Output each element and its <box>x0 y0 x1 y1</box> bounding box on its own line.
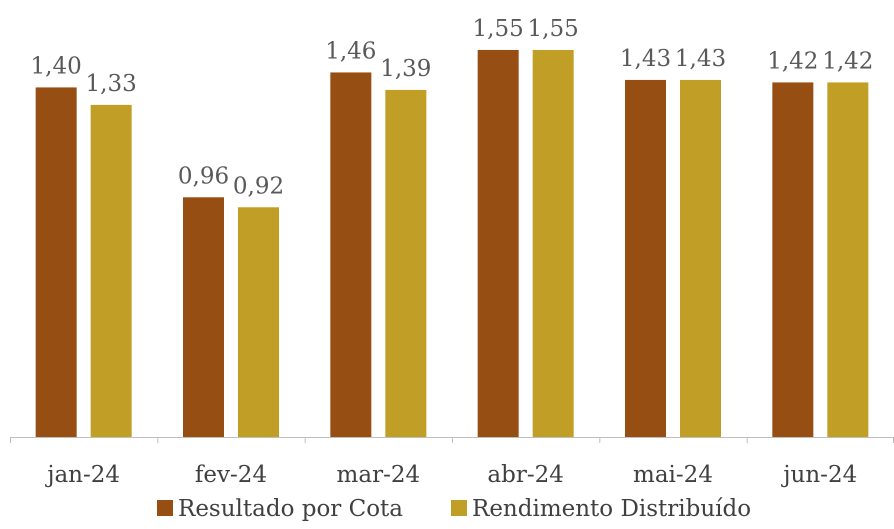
data-labels-group: 1,401,33 0,96 0,92 1,461,39 1,55 1,55 1,43 1,43… <box>31 16 874 199</box>
data-label: 1,39 <box>380 56 431 82</box>
legend-label: Resultado por Cota <box>178 496 403 522</box>
bar-resultado-por-cota <box>330 72 371 437</box>
legend-label: Rendimento Distribuído <box>472 496 751 522</box>
data-label: 1,33 <box>86 71 137 97</box>
data-label: 1,43 <box>620 46 671 72</box>
data-label: 1,42 <box>767 48 818 74</box>
x-axis: jan-24 fev-24 mar-24 abr-24 mai-24 jun-24 <box>10 437 894 488</box>
bar-rendimento-distribuido <box>91 105 132 437</box>
x-tick-label: jun-24 <box>780 462 857 488</box>
legend: Resultado por Cota Rendimento Distribuído <box>157 496 751 522</box>
data-label: 0,96 <box>178 163 229 189</box>
bar-rendimento-distribuido <box>827 82 868 437</box>
data-label: 1,42 <box>822 48 873 74</box>
x-tick-label: jan-24 <box>44 462 120 488</box>
data-label: 1,43 <box>675 46 726 72</box>
legend-swatch <box>451 500 467 516</box>
data-label: 1,55 <box>473 16 524 42</box>
data-label: 1,46 <box>325 38 376 64</box>
x-tick-label: mai-24 <box>633 462 713 488</box>
bar-rendimento-distribuido <box>238 207 279 437</box>
bar-resultado-por-cota <box>36 87 77 437</box>
bar-resultado-por-cota <box>183 197 224 437</box>
data-label: 1,55 <box>528 16 579 42</box>
bars-group <box>36 50 869 437</box>
bar-rendimento-distribuido <box>533 50 574 437</box>
bar-resultado-por-cota <box>625 80 666 437</box>
data-label: 0,92 <box>233 173 284 199</box>
x-tick-label: abr-24 <box>487 462 563 488</box>
x-tick-label: mar-24 <box>337 462 421 488</box>
legend-swatch <box>157 500 173 516</box>
bar-resultado-por-cota <box>772 82 813 437</box>
bar-rendimento-distribuido <box>680 80 721 437</box>
data-label: 1,40 <box>31 53 82 79</box>
x-tick-label: fev-24 <box>195 462 267 488</box>
bar-rendimento-distribuido <box>385 90 426 437</box>
bar-resultado-por-cota <box>478 50 519 437</box>
